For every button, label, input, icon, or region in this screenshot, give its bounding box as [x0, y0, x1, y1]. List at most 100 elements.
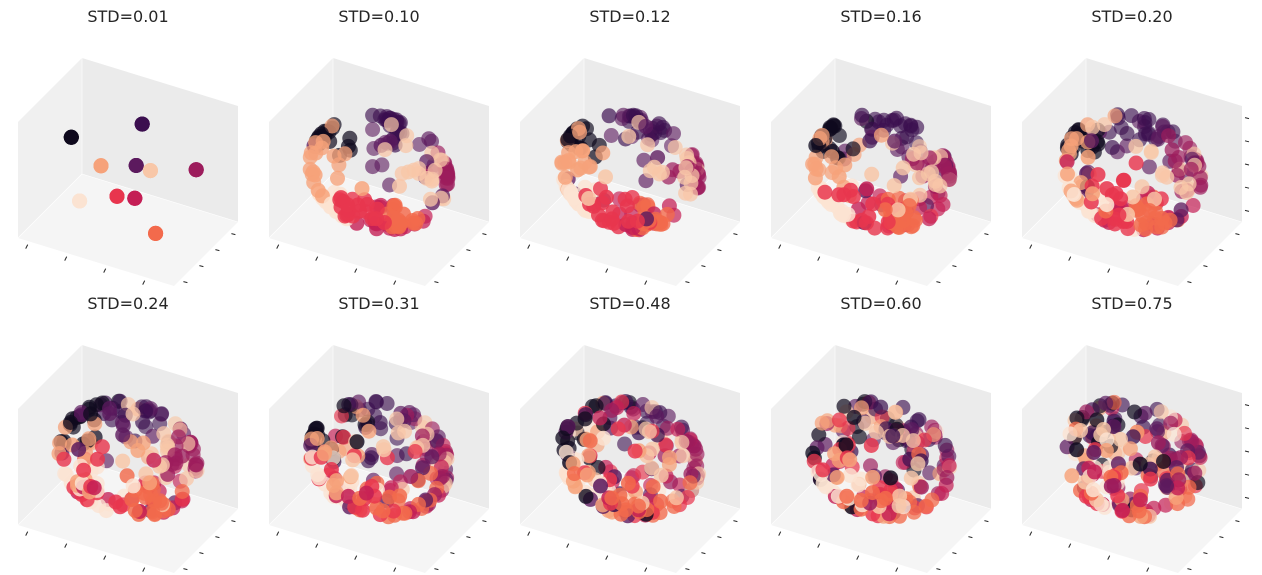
axis-tick — [856, 268, 860, 273]
scatter-point — [579, 467, 595, 483]
scatter-point — [76, 462, 92, 478]
scatter-point — [365, 122, 381, 137]
scatter-point — [610, 421, 626, 437]
scatter-point — [563, 184, 579, 200]
scatter-point — [675, 448, 691, 464]
scatter-point — [674, 435, 690, 450]
scatter-point — [1159, 169, 1175, 185]
scatter-point — [865, 469, 881, 485]
scatter-point — [1085, 186, 1100, 202]
axis-tick — [1068, 256, 1072, 261]
scatter-point — [555, 430, 571, 446]
scatter-point — [1149, 421, 1165, 437]
scatter-point — [349, 434, 365, 450]
scatter-point — [1060, 166, 1075, 182]
axis-tick — [527, 531, 531, 536]
scatter-point — [1115, 172, 1131, 188]
subplot-3: STD=0.12 — [505, 0, 755, 287]
scatter-point — [1132, 456, 1148, 472]
scatter-point — [886, 178, 902, 194]
scatter-point — [1128, 155, 1144, 171]
scatter-point — [343, 468, 359, 484]
scatter-point — [1104, 140, 1120, 155]
axis-tick — [733, 520, 738, 523]
scatter-point — [398, 138, 414, 154]
scatter-point — [626, 406, 642, 421]
scatter-point — [859, 181, 875, 197]
scatter-point — [831, 412, 847, 428]
scatter-point — [1143, 471, 1158, 487]
scatter-point — [1098, 443, 1114, 458]
scatter-point — [372, 415, 388, 431]
scatter-point — [869, 424, 884, 440]
axis-tick — [685, 281, 690, 284]
scatter-point — [577, 411, 593, 427]
scatter-point — [71, 442, 87, 457]
scatter-point — [883, 470, 899, 486]
scatter-point — [892, 488, 908, 504]
left-pane — [771, 58, 835, 238]
subplot-10: STD=0.75 — [1007, 287, 1257, 574]
scatter-point — [125, 478, 141, 494]
scatter-point — [913, 479, 929, 495]
scatter-point — [354, 181, 370, 197]
scatter-point — [678, 185, 694, 201]
axis-tick — [393, 280, 397, 285]
subplot-title: STD=0.16 — [840, 7, 921, 26]
scatter-point — [403, 469, 419, 484]
scatter3d-plot: STD=0.31 — [268, 294, 490, 573]
scatter-point — [596, 430, 611, 446]
scatter-point — [142, 163, 158, 179]
scatter-point — [840, 206, 856, 222]
scatter-point — [842, 468, 858, 483]
scatter-point — [1185, 198, 1201, 213]
left-pane — [269, 58, 333, 238]
scatter-point — [392, 178, 407, 194]
scatter-point — [877, 202, 893, 218]
scatter-point — [811, 427, 827, 443]
scatter-point — [386, 503, 401, 519]
axis-tick — [817, 256, 821, 261]
axis-tick — [183, 568, 188, 571]
scatter3d-plot: STD=0.60 — [770, 294, 992, 573]
scatter-point — [147, 493, 163, 509]
scatter-point — [1069, 410, 1085, 426]
scatter3d-plot: STD=0.24 — [17, 294, 239, 573]
subplot-9: STD=0.60 — [756, 287, 1006, 574]
axis-tick — [895, 567, 899, 572]
scatter3d-plot: STD=0.48 — [519, 294, 741, 573]
scatter-point — [857, 415, 873, 431]
scatter-point — [1150, 435, 1166, 451]
axis-tick — [1244, 163, 1250, 166]
left-pane — [269, 345, 333, 525]
axis-tick — [1244, 473, 1250, 476]
scatter-point — [56, 451, 72, 467]
scatter-point — [1085, 119, 1100, 135]
pane-edge — [17, 173, 83, 239]
axis-tick — [1244, 140, 1250, 143]
axis-tick — [644, 567, 648, 572]
scatter-point — [937, 159, 953, 175]
scatter-point — [838, 437, 854, 453]
scatter3d-plot: STD=0.01 — [17, 7, 239, 286]
scatter-point — [917, 432, 932, 448]
axis-tick — [1107, 555, 1111, 560]
scatter-point — [142, 475, 158, 491]
scatter-point — [581, 191, 597, 206]
scatter-point — [939, 470, 955, 485]
axis-tick — [25, 244, 29, 249]
scatter3d-plot: STD=0.16 — [770, 7, 992, 286]
scatter-point — [83, 406, 99, 422]
pane-edge — [81, 173, 239, 223]
scatter-point — [582, 433, 598, 449]
axis-tick — [215, 249, 220, 252]
scatter-point — [316, 446, 332, 462]
scatter-point — [808, 138, 824, 153]
subplot-5: STD=0.20 — [1007, 0, 1257, 287]
axis-tick — [1244, 117, 1250, 120]
scatter-point — [108, 494, 124, 510]
left-pane — [771, 345, 835, 525]
scatter-point — [1147, 191, 1162, 207]
scatter-point — [885, 428, 901, 444]
scatter-point — [640, 137, 656, 153]
